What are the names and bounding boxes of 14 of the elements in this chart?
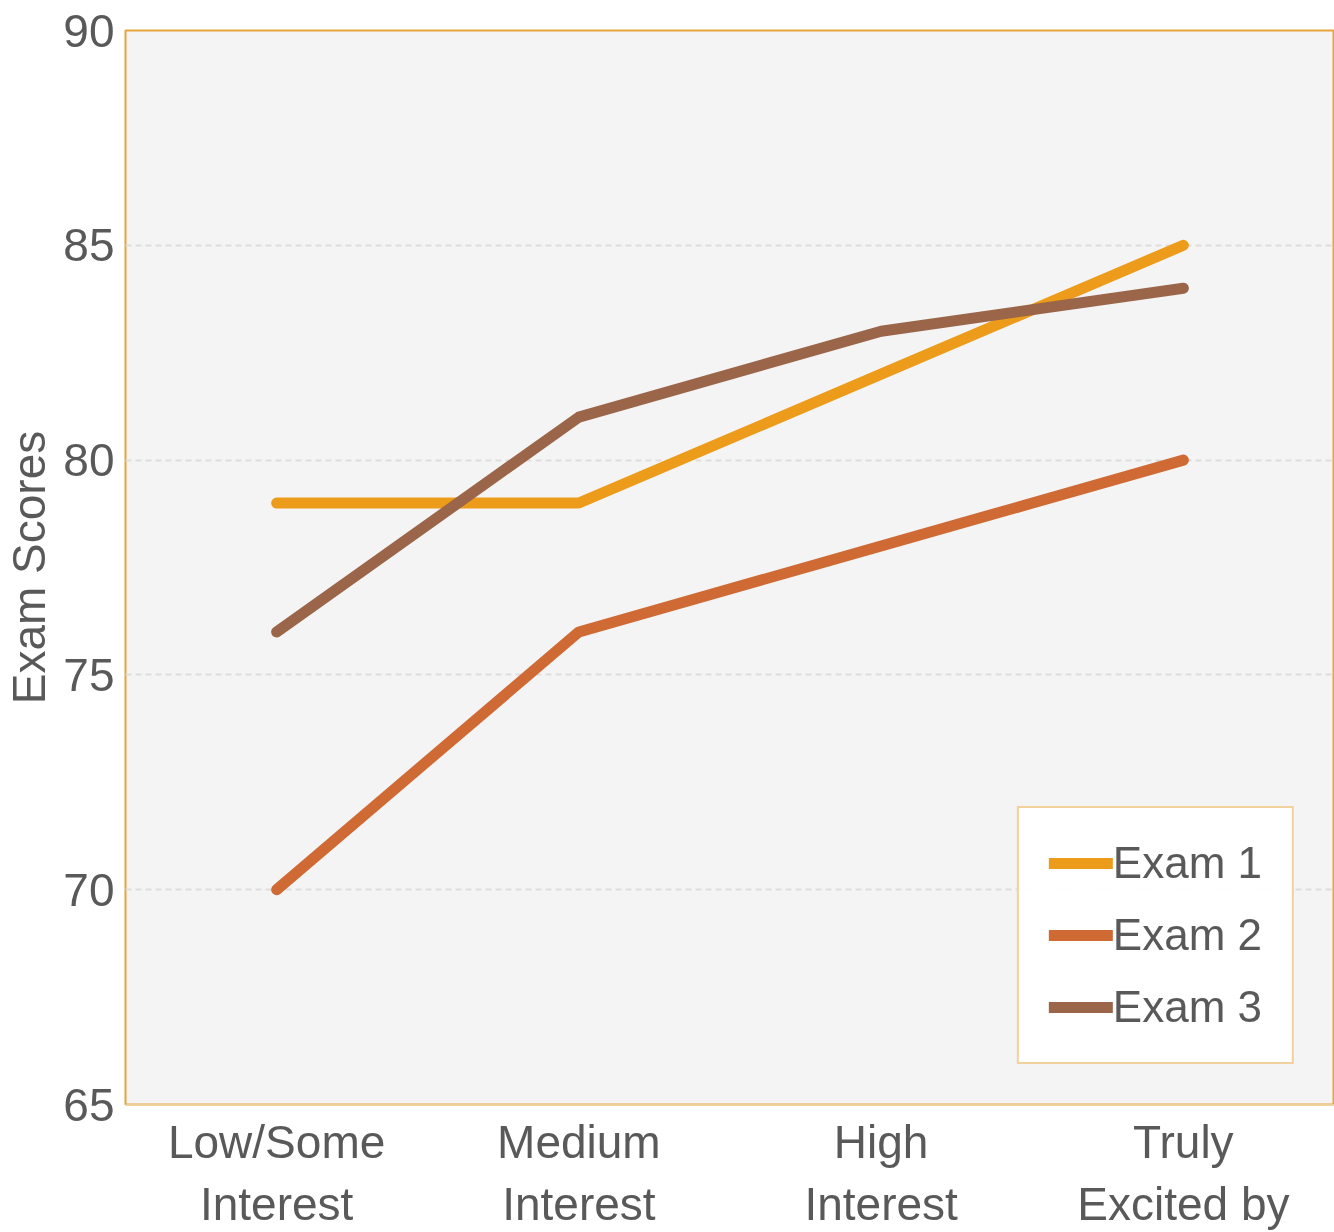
y-tick-label: 80 [63,434,115,487]
y-tick-label: 90 [63,4,115,57]
y-tick-label: 70 [63,863,115,916]
y-tick-label: 85 [63,219,115,272]
x-tick-label: High Interest [804,1115,959,1230]
legend-label: Exam 3 [1112,982,1262,1032]
y-tick-label: 75 [63,648,115,701]
x-tick-label: Low/Some Interest [167,1115,386,1230]
x-tick-label: Truly Excited by [1077,1115,1290,1230]
legend-label: Exam 2 [1112,910,1262,960]
legend-label: Exam 1 [1112,838,1262,888]
x-tick-label: Medium Interest [497,1115,661,1230]
y-tick-label: 65 [63,1078,115,1131]
y-axis-title: Exam Scores [3,430,56,705]
